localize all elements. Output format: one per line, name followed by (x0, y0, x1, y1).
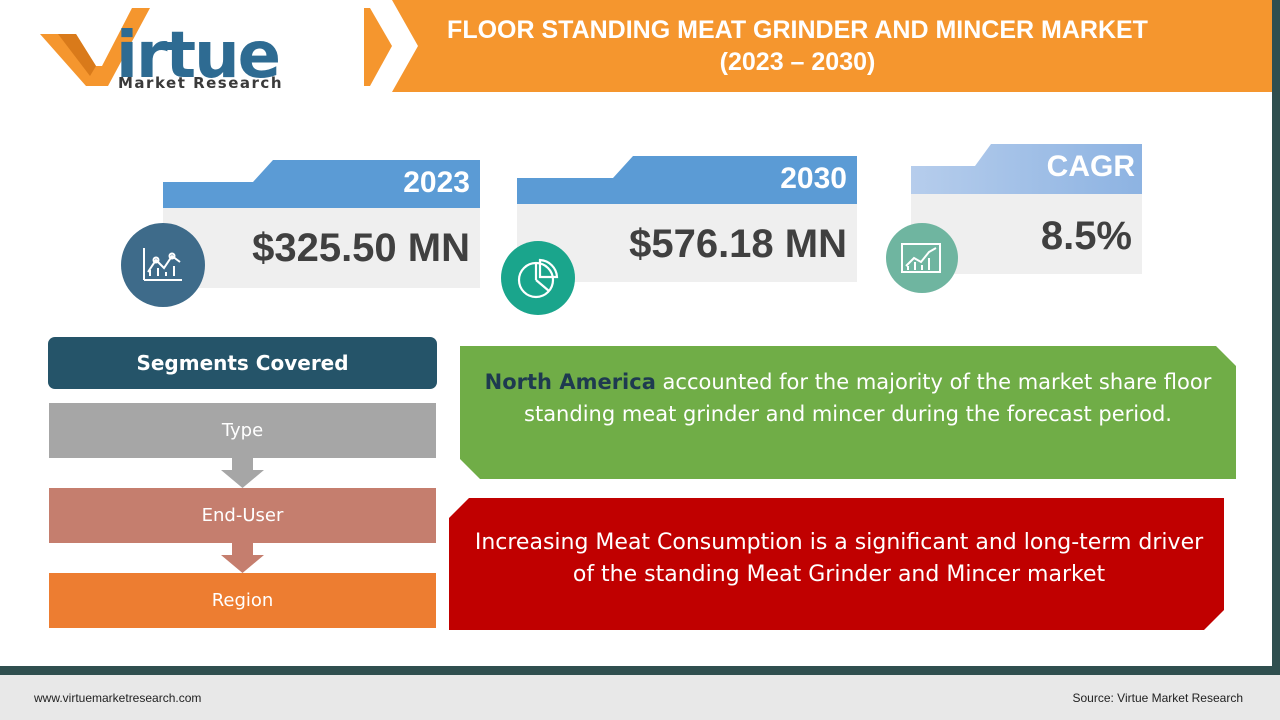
segment-region: Region (49, 573, 436, 628)
footer-source: Source: Virtue Market Research (1072, 691, 1243, 705)
region-insight-panel (460, 346, 1236, 479)
stat-value: 8.5% (1040, 214, 1132, 258)
footer-url[interactable]: www.virtuemarketresearch.com (34, 691, 202, 705)
driver-insight-panel (449, 498, 1224, 630)
stat-tab-2023 (163, 160, 480, 208)
growth-chart-icon (886, 223, 958, 293)
company-logo: irtue Market Research (38, 4, 328, 96)
down-arrow-icon (221, 543, 264, 573)
logo-wordmark: irtue (116, 19, 281, 93)
stat-label: 2023 (403, 166, 470, 199)
stat-value: $325.50 MN (252, 226, 470, 270)
title-line-1: FLOOR STANDING MEAT GRINDER AND MINCER M… (447, 16, 1148, 44)
segment-end-user: End-User (49, 488, 436, 543)
segments-heading: Segments Covered (48, 337, 437, 389)
logo-subtitle: Market Research (118, 74, 283, 92)
right-border (1272, 0, 1280, 675)
region-description: accounted for the majority of the market… (524, 370, 1212, 426)
pie-chart-icon (501, 241, 575, 315)
stat-label: 2030 (780, 162, 847, 195)
stat-label: CAGR (1046, 150, 1135, 183)
stat-tab-cagr (911, 144, 1142, 194)
driver-insight-text: Increasing Meat Consumption is a signifi… (474, 530, 1204, 587)
logo-v-mark (40, 8, 150, 86)
title-line-2: (2023 – 2030) (719, 48, 876, 76)
stat-tab-2030 (517, 156, 857, 204)
segment-type: Type (49, 403, 436, 458)
line-chart-icon (121, 223, 205, 307)
page-title: FLOOR STANDING MEAT GRINDER AND MINCER M… (395, 14, 1200, 78)
region-insight-text: North America accounted for the majority… (480, 366, 1216, 430)
down-arrow-icon (221, 458, 264, 488)
stat-body (163, 208, 480, 288)
stat-value: $576.18 MN (629, 222, 847, 266)
footer (0, 675, 1280, 720)
footer-divider (0, 666, 1280, 675)
title-banner (364, 0, 1272, 92)
region-name: North America (484, 370, 656, 394)
